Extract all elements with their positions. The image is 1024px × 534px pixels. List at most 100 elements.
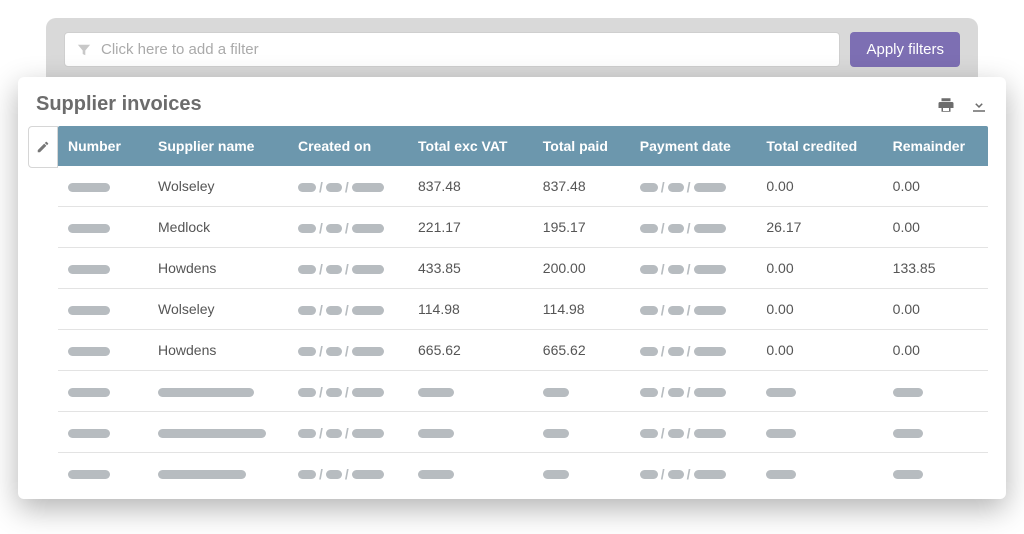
redacted-value bbox=[694, 183, 726, 192]
redacted-value bbox=[68, 347, 110, 356]
cell-value: Howdens bbox=[148, 248, 288, 289]
redacted-value bbox=[668, 470, 684, 479]
redacted-value bbox=[766, 388, 796, 397]
download-icon[interactable] bbox=[970, 96, 988, 114]
cell-value: 837.48 bbox=[408, 166, 533, 207]
table-row[interactable]: //// bbox=[58, 371, 988, 412]
redacted-date: // bbox=[640, 388, 726, 397]
cell-value: 433.85 bbox=[408, 248, 533, 289]
redacted-value bbox=[158, 388, 254, 397]
cell-value: 0.00 bbox=[883, 289, 988, 330]
redacted-value bbox=[668, 429, 684, 438]
redacted-value bbox=[640, 347, 658, 356]
redacted-date: // bbox=[298, 347, 384, 356]
redacted-value bbox=[543, 388, 569, 397]
cell-value: Howdens bbox=[148, 330, 288, 371]
print-icon[interactable] bbox=[936, 96, 956, 114]
column-header-supplier[interactable]: Supplier name bbox=[148, 126, 288, 166]
redacted-value bbox=[543, 429, 569, 438]
table-row[interactable]: Howdens//665.62665.62//0.000.00 bbox=[58, 330, 988, 371]
column-header-total_exc_vat[interactable]: Total exc VAT bbox=[408, 126, 533, 166]
supplier-invoices-card: Supplier invoices NumberSupplier nameCre… bbox=[18, 77, 1006, 499]
redacted-value bbox=[640, 306, 658, 315]
redacted-value bbox=[158, 429, 266, 438]
cell-value: Medlock bbox=[148, 207, 288, 248]
redacted-value bbox=[298, 388, 316, 397]
table-row[interactable]: //// bbox=[58, 412, 988, 453]
cell-value: 837.48 bbox=[533, 166, 630, 207]
redacted-date: // bbox=[298, 183, 384, 192]
redacted-value bbox=[893, 429, 923, 438]
redacted-value bbox=[68, 306, 110, 315]
column-header-remainder[interactable]: Remainder bbox=[883, 126, 988, 166]
edit-column-handle[interactable] bbox=[28, 126, 58, 168]
redacted-value bbox=[298, 224, 316, 233]
redacted-value bbox=[893, 470, 923, 479]
redacted-value bbox=[326, 224, 342, 233]
redacted-value bbox=[352, 470, 384, 479]
redacted-value bbox=[298, 306, 316, 315]
redacted-value bbox=[893, 388, 923, 397]
redacted-value bbox=[543, 470, 569, 479]
filter-input[interactable]: Click here to add a filter bbox=[64, 32, 840, 67]
cell-value: 114.98 bbox=[408, 289, 533, 330]
redacted-value bbox=[298, 183, 316, 192]
redacted-value bbox=[640, 470, 658, 479]
redacted-value bbox=[298, 265, 316, 274]
table-row[interactable]: //// bbox=[58, 453, 988, 494]
redacted-value bbox=[668, 183, 684, 192]
apply-filters-button[interactable]: Apply filters bbox=[850, 32, 960, 67]
redacted-value bbox=[68, 429, 110, 438]
cell-value: 200.00 bbox=[533, 248, 630, 289]
table-row[interactable]: Wolseley // 837.48837.48 // 0.000.00 bbox=[58, 166, 988, 207]
redacted-value bbox=[298, 429, 316, 438]
cell-value: 0.00 bbox=[756, 166, 882, 207]
redacted-value bbox=[352, 306, 384, 315]
redacted-value bbox=[668, 224, 684, 233]
redacted-value bbox=[766, 470, 796, 479]
cell-value: 0.00 bbox=[756, 289, 882, 330]
redacted-value bbox=[640, 224, 658, 233]
table-row[interactable]: Wolseley//114.98114.98//0.000.00 bbox=[58, 289, 988, 330]
redacted-value bbox=[326, 470, 342, 479]
column-header-total_credited[interactable]: Total credited bbox=[756, 126, 882, 166]
redacted-value bbox=[640, 265, 658, 274]
redacted-value bbox=[298, 470, 316, 479]
redacted-value bbox=[694, 265, 726, 274]
redacted-date: // bbox=[298, 429, 384, 438]
redacted-date: // bbox=[298, 265, 384, 274]
redacted-value bbox=[158, 470, 246, 479]
redacted-date: // bbox=[298, 470, 384, 479]
redacted-value bbox=[694, 429, 726, 438]
redacted-value bbox=[352, 429, 384, 438]
filter-icon bbox=[77, 43, 91, 57]
column-header-number[interactable]: Number bbox=[58, 126, 148, 166]
redacted-value bbox=[694, 224, 726, 233]
column-header-total_paid[interactable]: Total paid bbox=[533, 126, 630, 166]
redacted-value bbox=[352, 183, 384, 192]
redacted-value bbox=[668, 388, 684, 397]
redacted-value bbox=[668, 306, 684, 315]
filter-bar: Click here to add a filter Apply filters bbox=[46, 18, 978, 85]
redacted-value bbox=[352, 224, 384, 233]
cell-value: 0.00 bbox=[756, 248, 882, 289]
cell-value: Wolseley bbox=[148, 166, 288, 207]
column-header-payment_date[interactable]: Payment date bbox=[630, 126, 757, 166]
redacted-value bbox=[694, 306, 726, 315]
table-row[interactable]: Howdens//433.85200.00//0.00133.85 bbox=[58, 248, 988, 289]
redacted-value bbox=[352, 347, 384, 356]
redacted-value bbox=[326, 429, 342, 438]
redacted-date: // bbox=[640, 224, 726, 233]
redacted-date: // bbox=[640, 347, 726, 356]
cell-value: 0.00 bbox=[883, 166, 988, 207]
cell-value: 0.00 bbox=[883, 207, 988, 248]
redacted-date: // bbox=[640, 183, 726, 192]
redacted-value bbox=[298, 347, 316, 356]
card-title: Supplier invoices bbox=[36, 93, 202, 116]
redacted-value bbox=[326, 306, 342, 315]
table-row[interactable]: Medlock//221.17195.17//26.170.00 bbox=[58, 207, 988, 248]
redacted-value bbox=[418, 429, 454, 438]
column-header-created[interactable]: Created on bbox=[288, 126, 408, 166]
pencil-icon bbox=[36, 140, 50, 154]
redacted-value bbox=[326, 265, 342, 274]
